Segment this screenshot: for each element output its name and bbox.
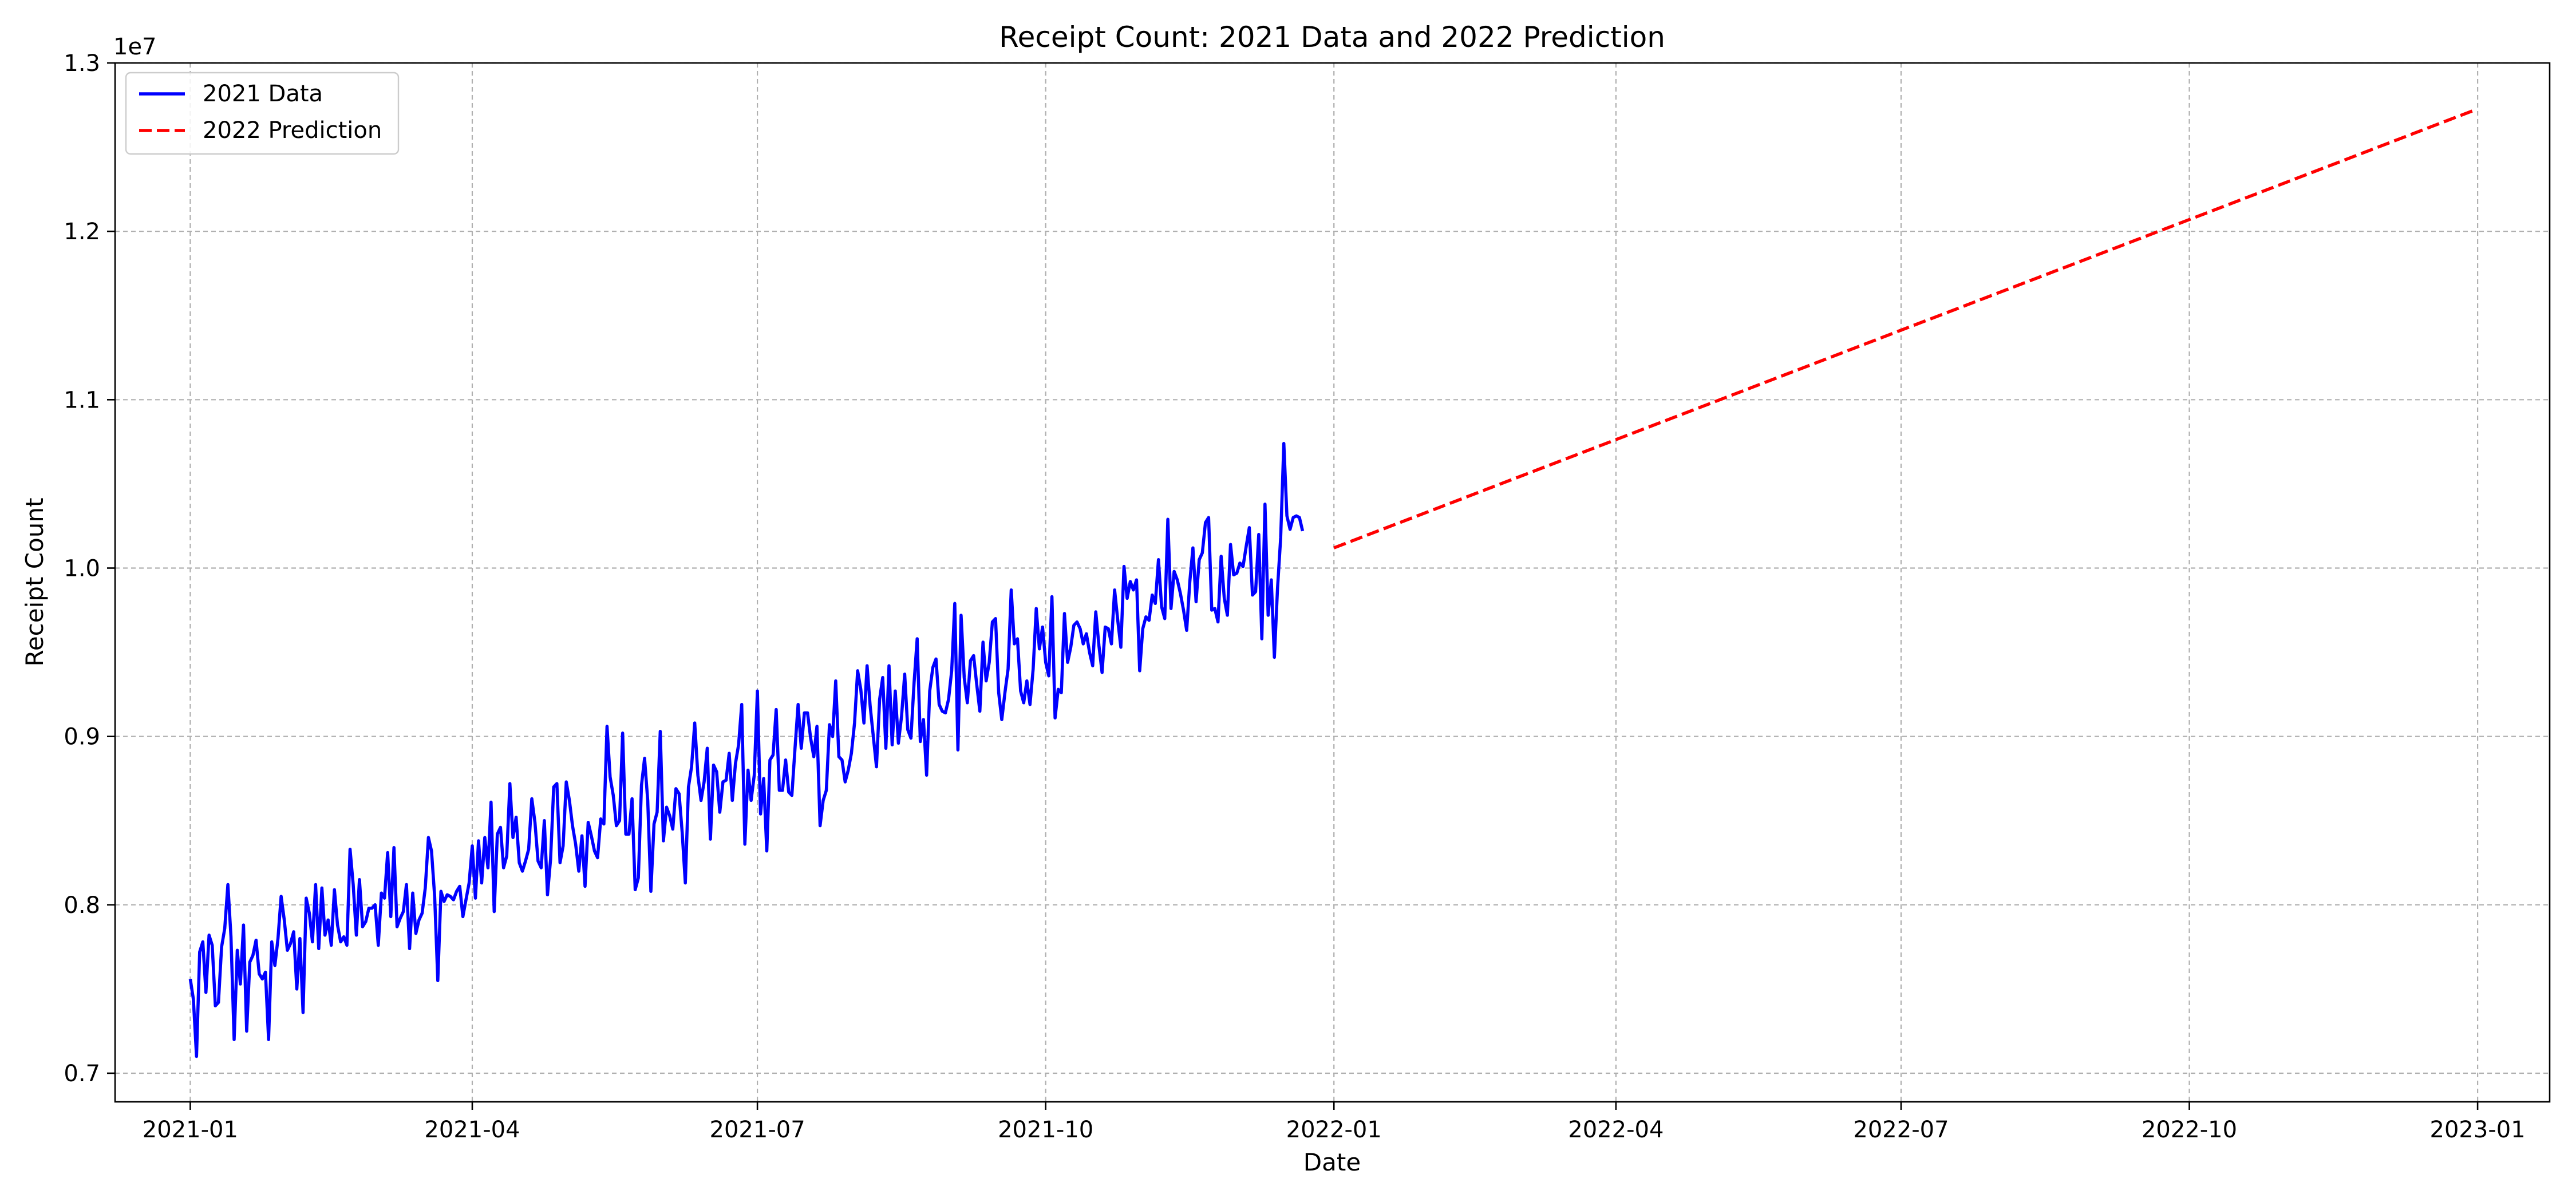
x-tick-label: 2021-07 [710,1117,805,1143]
series-line-2022-prediction [1333,108,2475,549]
x-tick-label: 2021-01 [143,1117,238,1143]
x-tick-label: 2023-01 [2430,1117,2526,1143]
x-axis-ticks: 2021-01 2021-04 2021-07 2021-10 2022-01 2022-… [143,1102,2526,1143]
y-tick-label: 1.2 [64,219,100,245]
x-tick-label: 2022-07 [1853,1117,1949,1143]
y-tick-label: 1.0 [64,555,100,582]
legend-box [125,72,400,155]
chart-title: Receipt Count: 2021 Data and 2022 Predic… [999,21,1665,54]
x-tick-label: 2022-01 [1286,1117,1382,1143]
y-tick-label: 1.3 [64,50,100,77]
x-tick-label: 2021-04 [424,1117,520,1143]
legend-label-2022-prediction: 2022 Prediction [203,117,382,144]
grid-x [189,63,2479,1102]
legend-label-2021-data: 2021 Data [203,81,323,107]
series-layer [188,108,2475,1058]
plot-frame [114,62,2551,1103]
y-axis-ticks: 0.7 0.8 0.9 1.0 1.1 1.2 1.3 [64,50,115,1087]
legend: 2021 Data 2022 Prediction [125,72,400,155]
y-tick-label: 0.8 [64,892,100,919]
y-axis-label: Receipt Count [21,498,49,667]
x-tick-label: 2022-04 [1568,1117,1664,1143]
y-tick-label: 0.7 [64,1061,100,1087]
plot-background [115,63,2550,1102]
x-tick-label: 2021-10 [998,1117,1093,1143]
series-line-2021-data [188,442,1305,1058]
y-tick-label: 1.1 [64,387,100,413]
x-tick-label: 2022-10 [2142,1117,2237,1143]
y-offset-label: 1e7 [113,34,157,60]
x-axis-label: Date [1303,1148,1361,1176]
y-tick-label: 0.9 [64,724,100,750]
